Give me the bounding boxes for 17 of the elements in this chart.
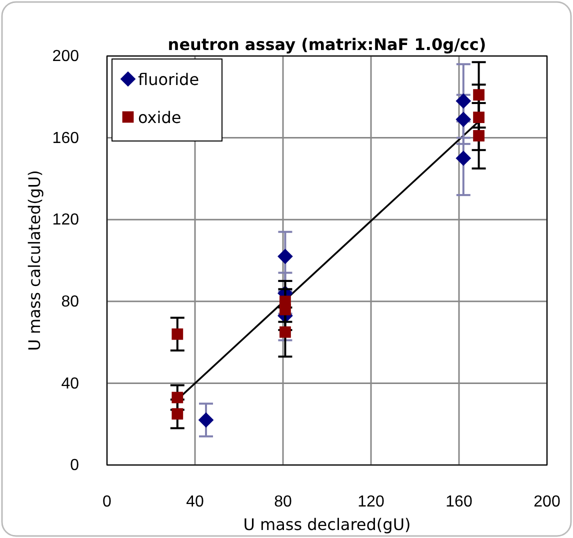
y-tick-label: 160	[52, 130, 80, 147]
y-tick-label: 200	[52, 48, 80, 66]
y-tick-label: 0	[70, 457, 80, 474]
legend-label: fluoride	[138, 70, 200, 89]
y-tick-label: 120	[52, 212, 80, 229]
legend-label: oxide	[138, 108, 182, 127]
chart-title: neutron assay (matrix:NaF 1.0g/cc)	[168, 35, 486, 54]
x-tick-label: 200	[534, 493, 560, 510]
x-tick-label: 80	[274, 493, 292, 510]
x-axis-title: U mass declared(gU)	[243, 515, 411, 534]
y-tick-label: 80	[61, 294, 80, 311]
x-tick-label: 120	[358, 493, 384, 510]
x-tick-label: 0	[102, 493, 112, 510]
x-tick-label: 160	[446, 493, 472, 510]
x-tick-label: 40	[186, 493, 204, 510]
y-tick-label: 40	[61, 375, 80, 392]
y-axis-title: U mass calculated(gU)	[25, 170, 44, 351]
